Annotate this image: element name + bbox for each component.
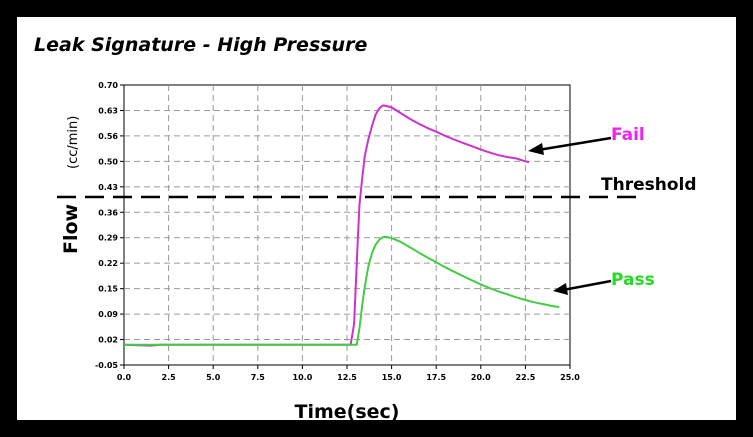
y-tick-label: 0.15 [98, 285, 118, 294]
x-tick-label: 0.0 [117, 373, 132, 382]
x-axis-label: Time(sec) [295, 401, 400, 423]
threshold-label: Threshold [601, 175, 697, 195]
y-tick-label: 0.02 [98, 336, 118, 345]
x-tick-label: 20.0 [471, 373, 491, 382]
x-tick-label: 25.0 [560, 373, 580, 382]
x-tick-label: 12.5 [337, 373, 357, 382]
x-tick-label: 22.5 [516, 373, 536, 382]
x-tick-label: 5.0 [206, 373, 221, 382]
grid [124, 85, 570, 365]
x-tick-labels: 0.0 2.5 5.0 7.5 10.0 12.5 15.0 17.5 20.0 22.5 25.0 [117, 365, 580, 382]
y-tick-label: 0.43 [98, 183, 118, 192]
x-tick-label: 10.0 [293, 373, 313, 382]
y-axis-unit: (cc/min) [66, 116, 81, 169]
y-tick-label: 0.63 [98, 106, 118, 115]
series-label-fail: Fail [611, 125, 645, 145]
x-tick-label: 2.5 [162, 373, 177, 382]
series-label-pass: Pass [611, 270, 655, 290]
x-tick-label: 7.5 [251, 373, 266, 382]
y-tick-label: 0.56 [98, 132, 118, 141]
y-tick-labels: 0.70 0.63 0.56 0.50 0.43 0.36 0.29 0.22 0.15 0.09… [95, 81, 124, 370]
y-tick-label: 0.22 [98, 259, 118, 268]
series-line-pass [124, 235, 560, 346]
y-tick-label: -0.05 [95, 361, 118, 370]
y-tick-label: 0.09 [98, 310, 118, 319]
series-lines [123, 104, 560, 347]
chart-title: Leak Signature - High Pressure [34, 34, 368, 56]
series-line-fail [123, 104, 530, 347]
y-tick-label: 0.70 [98, 81, 118, 90]
y-tick-label: 0.36 [98, 208, 118, 217]
y-axis-label: Flow [60, 204, 82, 254]
y-tick-label: 0.29 [98, 234, 118, 243]
pass-arrow [553, 279, 612, 295]
y-tick-label: 0.50 [98, 157, 118, 166]
x-tick-label: 17.5 [426, 373, 446, 382]
fail-arrow [528, 136, 612, 155]
x-tick-label: 15.0 [382, 373, 402, 382]
